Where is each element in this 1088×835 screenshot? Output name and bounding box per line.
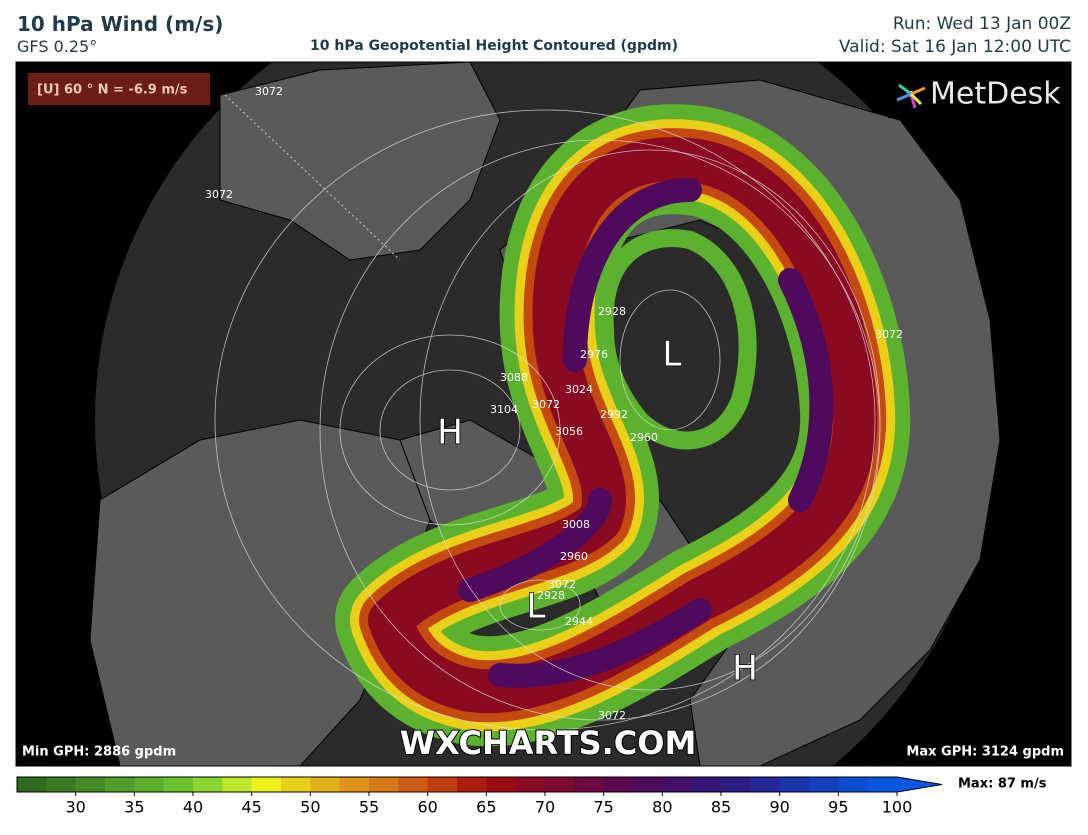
colorbar-segment [339, 777, 370, 792]
colorbar-segment [427, 777, 458, 792]
model: GFS 0.25° [17, 37, 98, 56]
contour-label: 2976 [580, 348, 608, 361]
low: L [527, 587, 546, 627]
low: L [663, 335, 682, 375]
contour-label: 3056 [555, 425, 583, 438]
watermark: WXCHARTS.COM [400, 724, 697, 762]
colorbar-tick-label: 85 [711, 798, 731, 817]
contour-label: 2960 [560, 550, 588, 563]
colorbar-tick-label: 80 [652, 798, 672, 817]
valid: Valid: Sat 16 Jan 12:00 UTC [838, 37, 1071, 57]
colorbar-segment [779, 777, 810, 792]
colorbar-segment [750, 777, 781, 792]
contour-label: 3088 [500, 371, 528, 384]
colorbar-segment [545, 777, 575, 792]
colorbar-segment [222, 777, 253, 792]
contour-label: 2944 [565, 615, 593, 628]
colorbar-segment [457, 777, 487, 792]
colorbar-segment [574, 777, 605, 792]
contour-label: 3072 [532, 398, 560, 411]
colorbar-segment [398, 777, 429, 792]
colorbar-segment [17, 777, 47, 792]
colorbar-segment [281, 777, 311, 792]
colorbar-tick-label: 60 [417, 798, 437, 817]
colorbar-segment [633, 777, 663, 792]
title: 10 hPa Wind (m/s) [17, 12, 224, 36]
colorbar-segment [46, 777, 77, 792]
contour-label: 3072 [255, 85, 283, 98]
contours [214, 109, 881, 731]
badge-bg [28, 73, 210, 105]
colorbar-segment [838, 777, 869, 792]
colorbar-max: Max: 87 m/s [958, 777, 1047, 792]
colorbar-segment [163, 777, 194, 792]
colorbar: 30 35 40 45 50 55 60 65 70 75 80 85 90 95 100 [16, 776, 943, 817]
colorbar-tick-label: 55 [359, 798, 379, 817]
colorbar-outline [16, 776, 943, 793]
colorbar-tick-label: 70 [535, 798, 555, 817]
contour-label: 3072 [205, 188, 233, 201]
colorbar-segment [515, 777, 546, 792]
colorbar-segment [662, 777, 693, 792]
run: Run: Wed 13 Jan 00Z [892, 14, 1071, 34]
logo-bg [888, 70, 1070, 118]
contour-label: 3072 [598, 709, 626, 722]
contour-label: 3072 [548, 578, 576, 591]
subtitle: 10 hPa Geopotential Height Contoured (gp… [310, 38, 678, 54]
map-frame [15, 61, 1072, 767]
high: H [732, 649, 758, 689]
colorbar-segment [310, 777, 341, 792]
colorbar-tick-label: 75 [593, 798, 613, 817]
contour-label: 2928 [598, 305, 626, 318]
colorbar-segment [867, 777, 898, 792]
land [89, 62, 1001, 766]
colorbar-segment [369, 777, 399, 792]
colorbar-tick-label: 45 [241, 798, 261, 817]
colorbar-arrow [897, 777, 942, 792]
colorbar-segment [251, 777, 282, 792]
colorbar-segment [486, 777, 517, 792]
colorbar-segment [75, 777, 106, 792]
colorbar-segment [134, 777, 165, 792]
colorbar-tick-label: 100 [882, 798, 913, 817]
colorbar-tick-label: 90 [769, 798, 789, 817]
pressure-systems: H L L H [436, 334, 758, 690]
contour-label: 2992 [600, 408, 628, 421]
colorbar-tick-label: 35 [124, 798, 144, 817]
map-body: 3072 3072 3072 3072 3088 3104 3072 3056 … [16, 62, 1071, 766]
contour-label: 3072 [875, 328, 903, 341]
colorbar-tick-label: 30 [65, 798, 85, 817]
colorbar-segment [721, 777, 751, 792]
contour-label: 3104 [490, 403, 518, 416]
min-gph: Min GPH: 2886 gpdm [22, 745, 176, 760]
contour-labels: 3072 3072 3072 3072 3088 3104 3072 3056 … [205, 85, 903, 722]
high: H [437, 413, 463, 453]
colorbar-segment [603, 777, 634, 792]
jet-stream [335, 104, 911, 747]
contour-label: 3008 [562, 518, 590, 531]
colorbar-segment [809, 777, 839, 792]
colorbar-tick-label: 50 [300, 798, 320, 817]
max-gph: Max GPH: 3124 gpdm [906, 745, 1064, 760]
logo-icon [896, 83, 926, 109]
contour-label: 2960 [630, 431, 658, 444]
colorbar-tick-label: 95 [828, 798, 848, 817]
meridian [224, 94, 401, 261]
colorbar-segment [691, 777, 722, 792]
contour-label: 2928 [537, 589, 565, 602]
colorbar-tick-label: 40 [183, 798, 203, 817]
colorbar-tick-label: 65 [476, 798, 496, 817]
colorbar-segment [105, 777, 135, 792]
badge: [U] 60 ° N = -6.9 m/s [37, 83, 188, 98]
logo: MetDesk [930, 77, 1061, 112]
contour-label: 3024 [565, 383, 593, 396]
colorbar-segment [193, 777, 223, 792]
